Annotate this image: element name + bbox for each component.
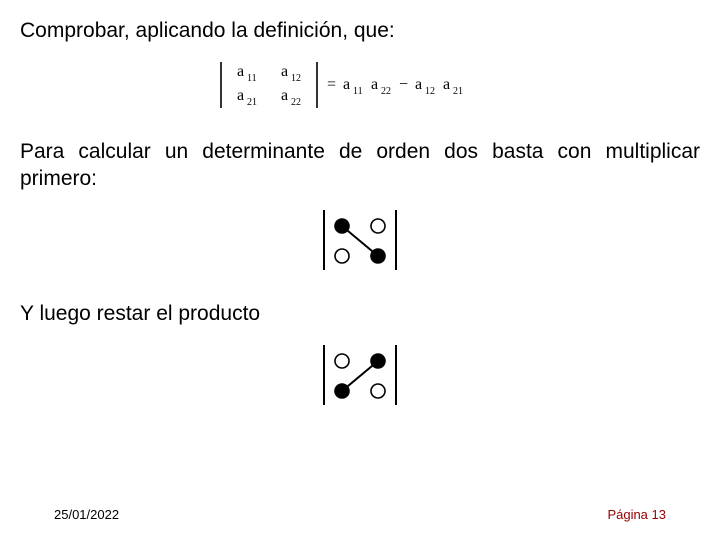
paragraph-3: Y luego restar el producto — [20, 301, 700, 327]
svg-text:21: 21 — [453, 86, 463, 97]
svg-text:a: a — [281, 87, 288, 104]
page-footer: 25/01/2022 Página 13 — [0, 507, 720, 522]
main-diagonal-diagram — [308, 204, 412, 276]
svg-text:=: = — [327, 76, 336, 93]
svg-text:22: 22 — [381, 86, 391, 97]
svg-text:a: a — [343, 76, 350, 93]
svg-text:a: a — [281, 63, 288, 80]
main-diagonal-figure — [20, 204, 700, 281]
svg-text:−: − — [399, 76, 408, 93]
svg-text:12: 12 — [425, 86, 435, 97]
svg-text:a: a — [415, 76, 422, 93]
determinant-formula: a11a12a21a22=a11a22−a12a21 — [215, 56, 505, 114]
paragraph-2: Para calcular un determinante de orden d… — [20, 139, 700, 192]
footer-page-number: Página 13 — [607, 507, 666, 522]
formula-figure: a11a12a21a22=a11a22−a12a21 — [20, 56, 700, 119]
svg-text:11: 11 — [353, 86, 363, 97]
svg-text:a: a — [237, 87, 244, 104]
svg-text:a: a — [371, 76, 378, 93]
svg-text:a: a — [443, 76, 450, 93]
anti-diagonal-diagram — [308, 339, 412, 411]
paragraph-1: Comprobar, aplicando la definición, que: — [20, 18, 700, 44]
svg-text:11: 11 — [247, 73, 257, 84]
svg-text:22: 22 — [291, 97, 301, 108]
anti-diagonal-figure — [20, 339, 700, 416]
svg-text:21: 21 — [247, 97, 257, 108]
svg-text:12: 12 — [291, 73, 301, 84]
footer-date: 25/01/2022 — [54, 507, 119, 522]
svg-text:a: a — [237, 63, 244, 80]
